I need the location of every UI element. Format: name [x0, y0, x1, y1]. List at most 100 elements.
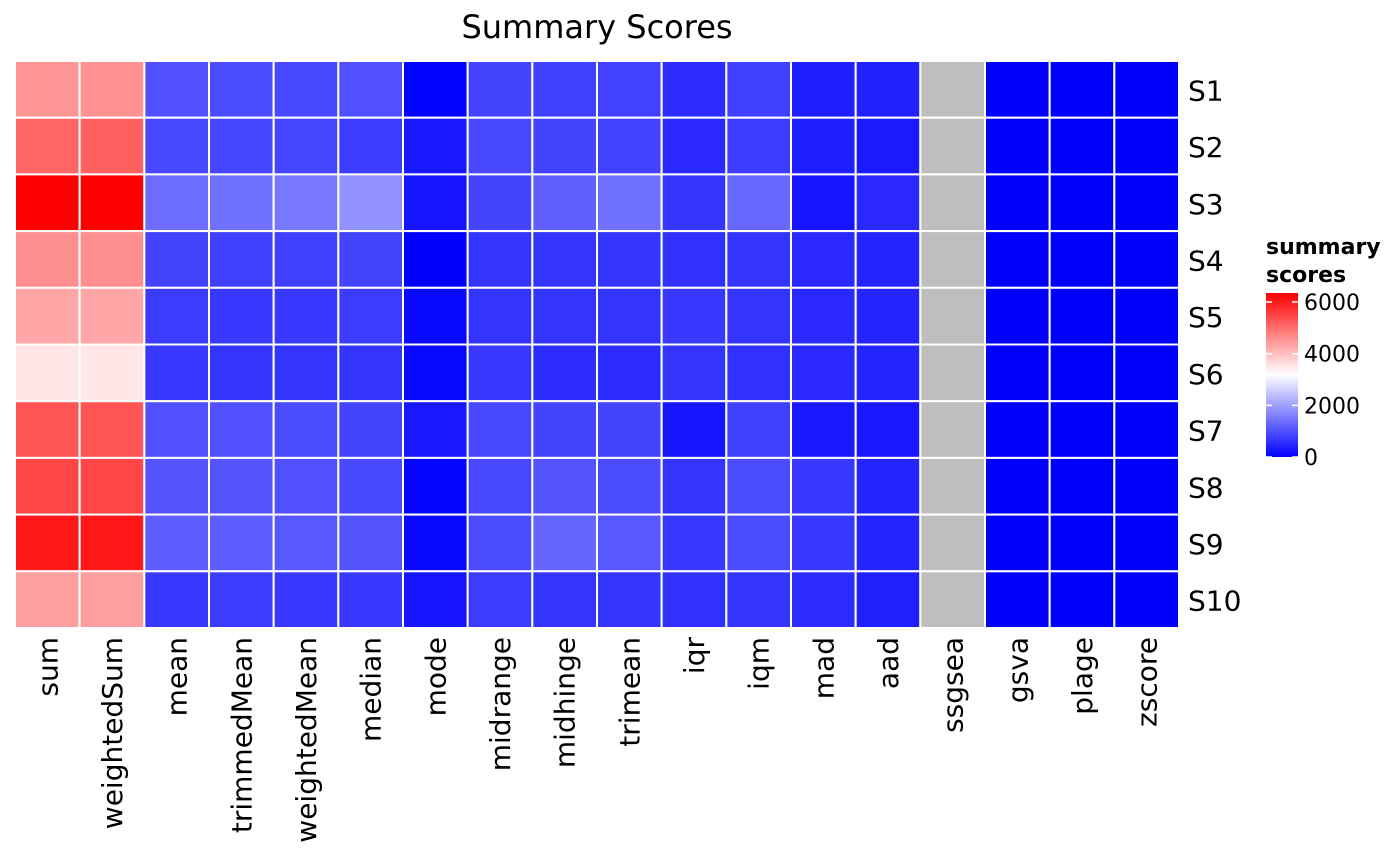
heatmap-cell-s7-mean	[143, 400, 210, 459]
heatmap-cell-s2-plage	[1048, 116, 1116, 176]
heatmap-cell-s1-trimmedmean	[208, 60, 275, 119]
heatmap-cell-s4-midhinge	[531, 230, 598, 289]
heatmap-cell-s2-weightedmean	[272, 116, 340, 176]
heatmap-cell-s10-gsva	[984, 570, 1051, 629]
heatmap-cell-s1-median	[337, 60, 405, 119]
heatmap-cell-s7-mode	[402, 400, 469, 459]
heatmap-cell-s2-mad	[790, 116, 857, 176]
heatmap-cell-s7-mad	[790, 400, 857, 459]
column-label-mad: mad	[807, 637, 840, 699]
heatmap-cell-s1-zscore	[1113, 60, 1181, 119]
heatmap-cell-s9-weightedmean	[272, 513, 340, 573]
heatmap-cell-s6-aad	[854, 343, 922, 403]
heatmap-cell-s1-sum	[14, 60, 81, 119]
heatmap-cell-s3-weightedmean	[272, 173, 340, 233]
heatmap-cell-s8-weightedmean	[272, 456, 340, 516]
heatmap-cell-s9-trimmedmean	[208, 513, 275, 573]
legend-tick-label: 4000	[1304, 343, 1360, 368]
heatmap-cell-s6-iqr	[660, 343, 728, 403]
heatmap-cell-s9-midhinge	[531, 513, 598, 573]
heatmap-cell-s3-iqm	[725, 173, 792, 233]
heatmap-cell-s1-aad	[854, 60, 922, 119]
heatmap-cell-s5-aad	[854, 286, 922, 346]
column-label-mode: mode	[419, 637, 452, 716]
heatmap-cell-s10-ssgsea	[919, 570, 986, 629]
heatmap-cell-s10-aad	[854, 570, 922, 629]
heatmap-cell-s1-midhinge	[531, 60, 598, 119]
heatmap-cell-s2-trimmedmean	[208, 116, 275, 176]
heatmap-cell-s5-trimean	[596, 286, 663, 346]
heatmap-cell-s9-mad	[790, 513, 857, 573]
heatmap-cell-s5-iqm	[725, 286, 792, 346]
heatmap-cell-s3-median	[337, 173, 405, 233]
heatmap-cell-s6-gsva	[984, 343, 1051, 403]
heatmap-cell-s3-trimmedmean	[208, 173, 275, 233]
heatmap-cell-s3-mean	[143, 173, 210, 233]
heatmap-cell-s2-trimean	[596, 116, 663, 176]
heatmap-cell-s1-gsva	[984, 60, 1051, 119]
heatmap-cell-s8-iqm	[725, 456, 792, 516]
heatmap-cell-s8-trimean	[596, 456, 663, 516]
heatmap-cell-s10-midrange	[466, 570, 534, 629]
heatmap-cell-s6-mean	[143, 343, 210, 403]
heatmap-cell-s9-median	[337, 513, 405, 573]
heatmap-cell-s6-zscore	[1113, 343, 1181, 403]
heatmap-cell-s10-plage	[1048, 570, 1116, 629]
heatmap-cell-s10-zscore	[1113, 570, 1181, 629]
heatmap-cell-s6-mode	[402, 343, 469, 403]
heatmap-cell-s7-trimean	[596, 400, 663, 459]
heatmap-cell-s4-aad	[854, 230, 922, 289]
heatmap-cell-s1-trimean	[596, 60, 663, 119]
heatmap-cell-s4-trimmedmean	[208, 230, 275, 289]
heatmap-cell-s7-aad	[854, 400, 922, 459]
heatmap-cell-s6-median	[337, 343, 405, 403]
heatmap-cell-s10-mean	[143, 570, 210, 629]
column-label-median: median	[355, 637, 388, 742]
heatmap-cell-s2-mean	[143, 116, 210, 176]
column-label-aad: aad	[872, 637, 905, 689]
row-label-s2: S2	[1188, 131, 1224, 164]
heatmap-cell-s7-gsva	[984, 400, 1051, 459]
heatmap-cell-s5-mean	[143, 286, 210, 346]
heatmap-cell-s2-sum	[14, 116, 81, 176]
heatmap-cell-s1-mode	[402, 60, 469, 119]
heatmap-cell-s5-mode	[402, 286, 469, 346]
heatmap-cell-s6-trimmedmean	[208, 343, 275, 403]
heatmap-cell-s5-mad	[790, 286, 857, 346]
heatmap-cell-s3-zscore	[1113, 173, 1181, 233]
heatmap-cell-s9-trimean	[596, 513, 663, 573]
heatmap-cell-s4-mean	[143, 230, 210, 289]
heatmap-cell-s6-trimean	[596, 343, 663, 403]
heatmap-cell-s7-plage	[1048, 400, 1116, 459]
heatmap-cell-s1-weightedmean	[272, 60, 340, 119]
chart-title: Summary Scores	[461, 8, 732, 46]
column-label-mean: mean	[161, 637, 194, 716]
heatmap-cell-s3-iqr	[660, 173, 728, 233]
heatmap-cell-s8-median	[337, 456, 405, 516]
heatmap-cell-s4-ssgsea	[919, 230, 986, 289]
heatmap-cell-s3-ssgsea	[919, 173, 986, 233]
row-labels: S1 S2 S3 S4 S5 S6 S7 S8 S9 S10	[1188, 74, 1241, 617]
row-label-s4: S4	[1188, 244, 1224, 277]
heatmap-cell-s8-iqr	[660, 456, 728, 516]
column-label-trimean: trimean	[613, 637, 646, 747]
heatmap-cell-s10-median	[337, 570, 405, 629]
heatmap-cell-s2-mode	[402, 116, 469, 176]
heatmap-cell-s3-mode	[402, 173, 469, 233]
column-label-plage: plage	[1066, 637, 1099, 715]
column-label-weightedsum: weightedSum	[96, 637, 129, 829]
heatmap-cell-s5-zscore	[1113, 286, 1181, 346]
column-label-ssgsea: ssgsea	[937, 637, 970, 733]
heatmap-cell-s5-midhinge	[531, 286, 598, 346]
row-label-s5: S5	[1188, 301, 1224, 334]
column-label-zscore: zscore	[1131, 637, 1164, 727]
heatmap-cell-s6-midrange	[466, 343, 534, 403]
heatmap-cell-s4-plage	[1048, 230, 1116, 289]
heatmap-cell-s1-mean	[143, 60, 210, 119]
row-label-s10: S10	[1188, 585, 1241, 618]
heatmap-cell-s7-midrange	[466, 400, 534, 459]
legend-tick-label: 0	[1304, 446, 1318, 471]
heatmap-cell-s5-median	[337, 286, 405, 346]
heatmap-cell-s3-midrange	[466, 173, 534, 233]
